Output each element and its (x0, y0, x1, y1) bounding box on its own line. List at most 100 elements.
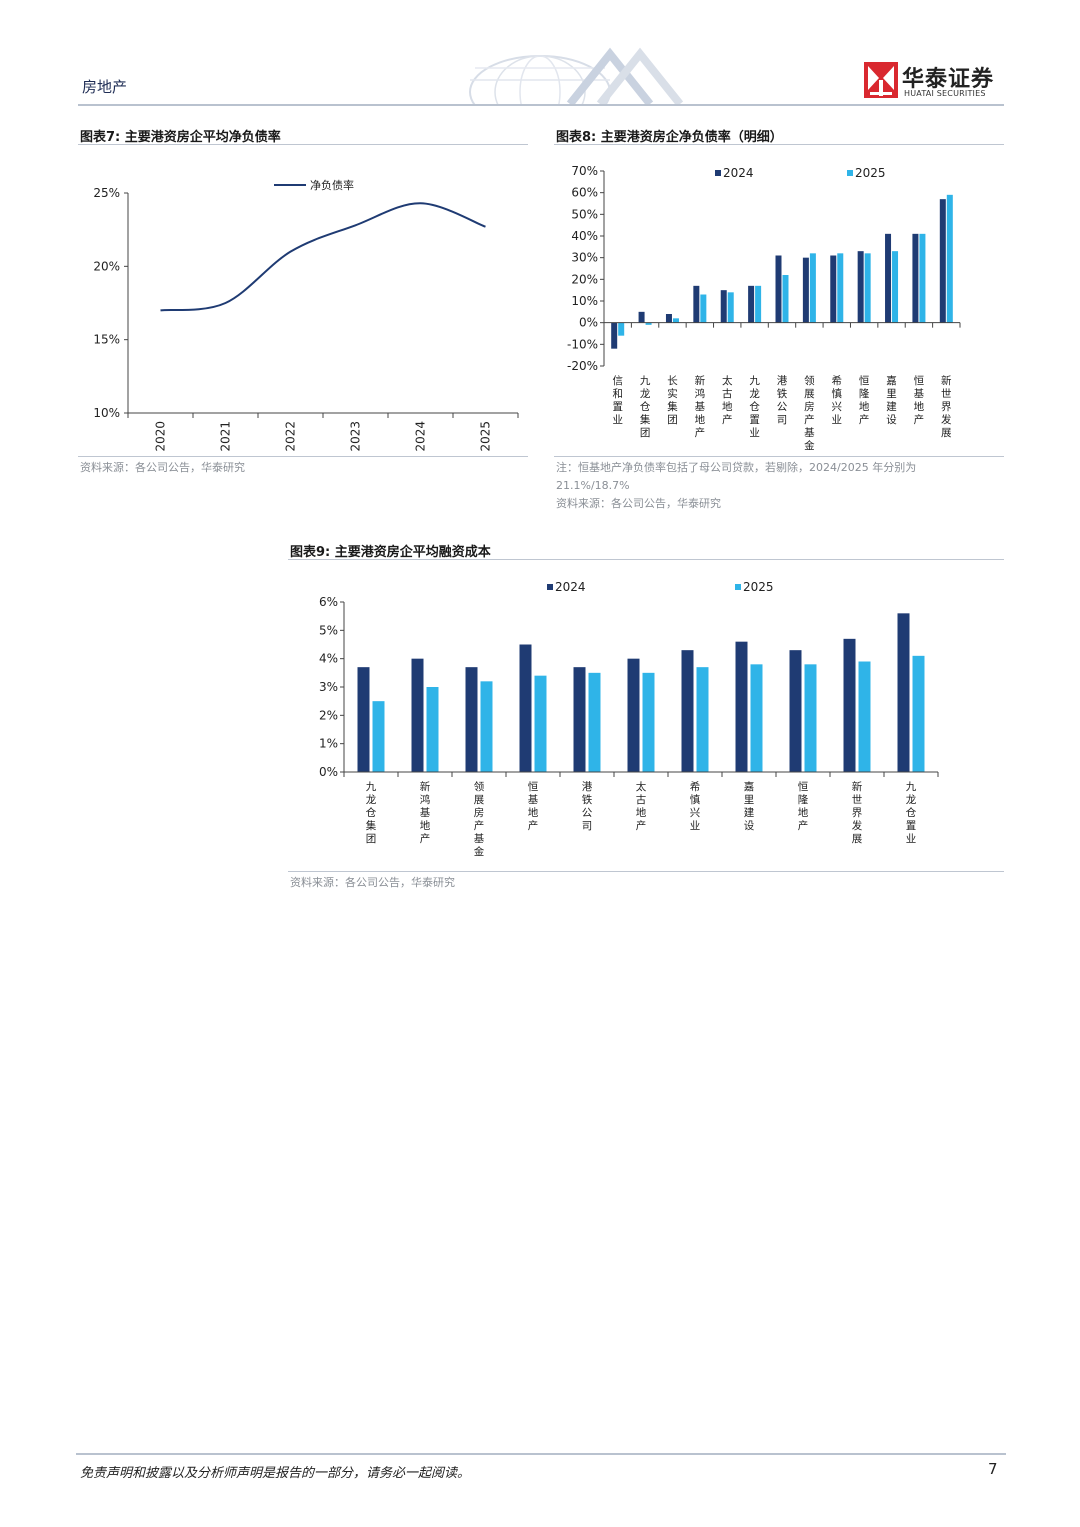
fig8-title-rule (554, 144, 1004, 145)
company-logo: 华泰证券 HUATAI SECURITIES (864, 62, 1004, 100)
fig8-category-label: 新世界发展 (941, 374, 952, 439)
section-title: 房地产 (82, 78, 128, 96)
fig7-series-line (160, 202, 486, 312)
fig8-bar-2025 (809, 253, 816, 323)
fig8-y-tick-label: 30% (571, 251, 598, 265)
fig9-bar-2024 (789, 650, 802, 772)
fig9-bar-2024 (357, 667, 370, 772)
fig8-legend-label: 2024 (723, 166, 754, 180)
fig9-category-label: 新鸿基地产 (420, 780, 431, 845)
fig8-bar-2025 (727, 292, 734, 323)
fig8-bar-2024 (912, 233, 919, 323)
fig8-category-label: 太古地产 (722, 374, 733, 426)
fig9-y-tick-label: 6% (319, 595, 338, 609)
fig8-y-tick-label: 10% (571, 294, 598, 308)
fig8-bar-2024 (665, 314, 672, 323)
fig7-title-rule (78, 144, 528, 145)
fig7-x-tick-label: 2021 (219, 421, 233, 452)
fig9-bar-2024 (519, 644, 532, 772)
fig8-bar-2025 (919, 233, 926, 323)
fig8-note-values: 21.1%/18.7% (556, 479, 630, 492)
fig8-legend-label: 2025 (855, 166, 886, 180)
fig9-bar-2025 (912, 655, 925, 772)
fig7-x-tick-label: 2022 (284, 421, 298, 452)
fig8-source: 资料来源：各公司公告，华泰研究 (556, 497, 721, 510)
fig8-title: 图表8: 主要港资房企净负债率（明细） (556, 130, 783, 145)
fig8-bar-2024 (775, 255, 782, 323)
fig9-legend-label: 2025 (743, 580, 774, 594)
fig8-bar-2025 (782, 275, 789, 323)
fig8-category-label: 长实集团 (667, 375, 678, 426)
fig8-category-label: 嘉里建设 (886, 374, 897, 426)
fig9-bar-2024 (627, 658, 640, 772)
fig8-bar-2024 (885, 233, 892, 323)
fig8-bar-2025 (618, 322, 625, 336)
fig9-bar-2025 (588, 672, 601, 772)
fig8-bar-2025 (645, 322, 652, 325)
fig9-y-tick-label: 4% (319, 652, 338, 666)
fig8-category-label: 新鸿基地产 (695, 374, 706, 439)
fig8-bar-2025 (672, 318, 679, 323)
fig8-bar-2025 (864, 253, 871, 323)
fig8-bar-chart: -20% -10% 0% 10% 20% 30% 40% 50% 60% 70% 信和置业 九龙仓集团… (567, 164, 961, 452)
fig9-y-tick-label: 2% (319, 708, 338, 722)
fig8-bar-2024 (748, 285, 755, 323)
fig7-x-tick-label: 2024 (414, 421, 428, 452)
header-divider (78, 104, 1004, 106)
fig9-category-label: 恒基地产 (528, 780, 539, 832)
fig9-bar-2025 (480, 681, 493, 772)
fig9-category-label: 港铁公司 (582, 781, 593, 832)
fig8-legend-swatch (847, 170, 853, 176)
fig8-category-label: 信和置业 (612, 375, 623, 426)
fig9-bar-2024 (843, 638, 856, 772)
fig9-legend-label: 2024 (555, 580, 586, 594)
fig8-y-tick-label: 40% (571, 229, 598, 243)
fig8-y-tick-label: -10% (567, 337, 598, 351)
fig8-legend-swatch (715, 170, 721, 176)
fig8-category-label: 希慎兴业 (832, 374, 843, 426)
fig8-y-tick-label: 0% (579, 316, 598, 330)
fig7-y-tick-label: 10% (93, 406, 120, 420)
fig9-category-label: 嘉里建设 (744, 780, 755, 832)
fig9-bar-2025 (372, 701, 385, 772)
fig8-bar-2025 (837, 253, 844, 323)
fig8-bottom-rule (554, 456, 1004, 457)
fig9-bar-2025 (804, 664, 817, 772)
fig7-y-tick-label: 25% (93, 186, 120, 200)
fig8-category-label: 恒基地产 (914, 374, 925, 426)
fig9-title-rule (288, 559, 1004, 560)
fig8-bar-2024 (638, 311, 645, 323)
fig8-category-label: 港铁公司 (777, 375, 788, 426)
fig8-bar-2024 (802, 257, 809, 323)
footer-divider (76, 1453, 1006, 1455)
fig7-line-chart: 10% 15% 20% 25% 2020 2021 2022 2023 2024 2025 净负债率 (93, 178, 519, 452)
fig8-y-tick-label: -20% (567, 359, 598, 373)
logo-chinese-name: 华泰证券 (902, 67, 995, 92)
fig9-category-label: 九龙仓置业 (906, 781, 917, 845)
fig9-category-label: 希慎兴业 (690, 780, 701, 832)
fig8-category-label: 领展房产基金 (804, 374, 815, 452)
logo-mark-icon (864, 62, 898, 98)
fig7-x-tick-label: 2025 (479, 421, 493, 452)
fig9-y-tick-label: 5% (319, 623, 338, 637)
fig8-bar-2024 (830, 255, 837, 323)
fig8-bar-2024 (611, 322, 618, 349)
fig9-bar-2024 (735, 641, 748, 772)
fig8-bar-2024 (939, 199, 946, 323)
fig9-bar-chart: 0% 1% 2% 3% 4% 5% 6% 九龙仓集团 新鸿基地产 领展房产基金 恒基地产 港铁公司 太古… (319, 580, 939, 858)
fig9-category-label: 恒隆地产 (798, 780, 809, 832)
fig7-x-tick-label: 2020 (154, 421, 168, 452)
fig8-bar-2024 (720, 290, 727, 323)
fig9-title: 图表9: 主要港资房企平均融资成本 (290, 545, 491, 560)
fig8-bar-2025 (700, 294, 707, 323)
fig7-y-tick-label: 20% (93, 259, 120, 273)
fig9-y-tick-label: 1% (319, 737, 338, 751)
fig9-y-tick-label: 0% (319, 765, 338, 779)
footer-disclaimer: 免责声明和披露以及分析师声明是报告的一部分，请务必一起阅读。 (80, 1466, 471, 1481)
fig9-source: 资料来源：各公司公告，华泰研究 (290, 876, 455, 889)
fig8-bar-2025 (892, 251, 899, 323)
fig8-category-label: 恒隆地产 (859, 374, 870, 426)
fig9-category-label: 领展房产基金 (474, 780, 485, 858)
fig7-legend-label: 净负债率 (310, 178, 354, 192)
fig8-y-tick-label: 70% (571, 164, 598, 178)
